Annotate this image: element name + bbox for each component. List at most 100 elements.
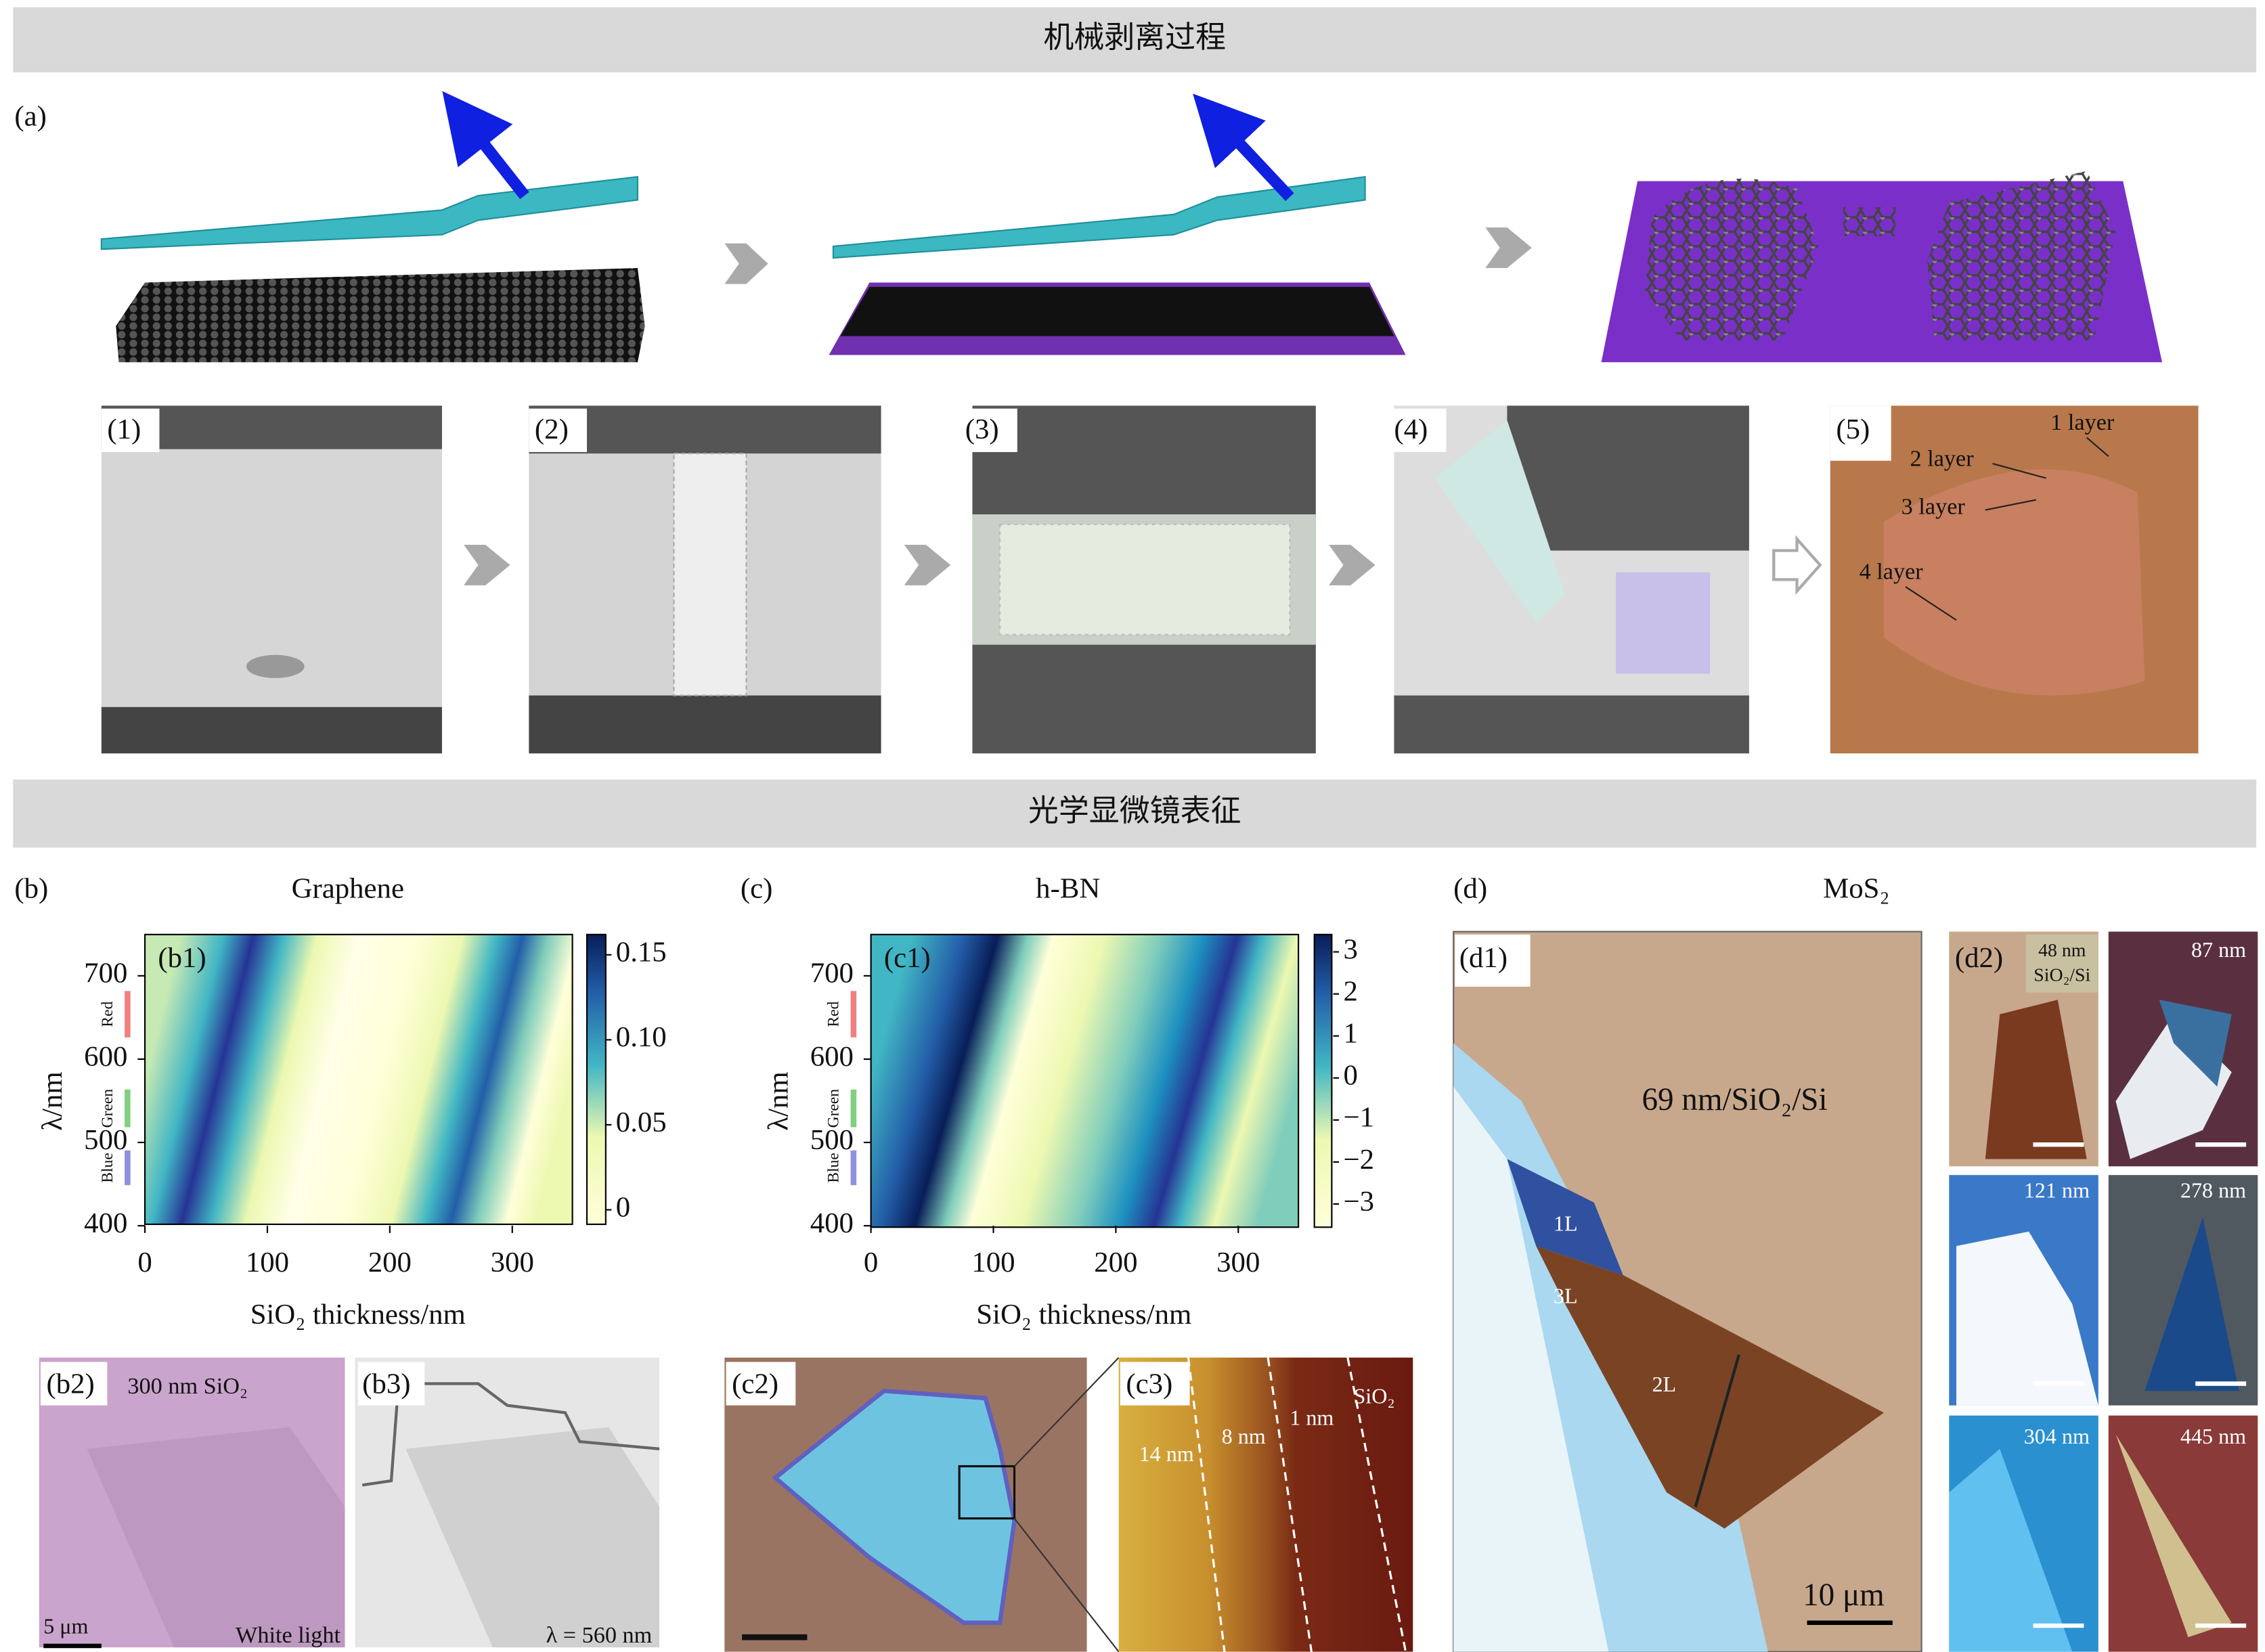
figure-shape [125,991,131,1037]
figure-shape [101,707,442,754]
label: 5 μm [43,1614,88,1638]
label-bg [357,1362,425,1406]
label: (2) [535,414,569,445]
label: 0 [864,1247,878,1278]
label: 3L [1554,1284,1578,1308]
label: SiO₂/Si [2033,964,2090,985]
figure-shape [1956,1231,2098,1406]
label: 光学显微镜表征 [1028,792,1241,828]
tape [832,175,1366,259]
label: 8 nm [1222,1424,1266,1448]
label-bg [726,1362,796,1406]
label: (1) [107,414,141,445]
figure-shape [1187,1357,1407,1652]
label: (4) [1394,414,1428,445]
label: 69 nm/SiO₂/Si [1642,1082,1827,1117]
label: 400 [84,1207,127,1239]
figure-shape [1985,1000,2087,1159]
band-markers [125,991,857,1186]
label: (d) [1453,872,1487,904]
graphite-stack [116,268,645,363]
label: SiO₂ thickness/nm [250,1299,466,1331]
figure-shape [1949,1448,2073,1652]
step-arrow [1485,227,1532,269]
label: SiO₂ [1353,1383,1394,1408]
figure-shape [1267,1357,1313,1652]
hollow-arrow [1772,535,1822,596]
figure-shape [529,405,881,454]
figure-shape [246,654,305,678]
figure-shape [529,695,881,754]
label: 100 [971,1247,1015,1278]
figure-shape [904,544,951,585]
label: 0.15 [616,937,667,968]
image-c3 [1118,1357,1413,1652]
figure-shape [1434,420,1566,623]
peel-arrow [442,91,529,200]
label: (b3) [362,1368,410,1400]
label: 700 [810,958,854,989]
label: 600 [810,1041,854,1073]
label: (5) [1836,414,1870,445]
heatmap [871,934,1299,1228]
label: 200 [368,1247,412,1278]
label: 3 [1343,933,1357,965]
label: 1 nm [1290,1405,1334,1429]
label-bg [1120,1362,1190,1406]
section-bar [13,7,2257,73]
figure-shape [958,1465,1016,1520]
label-bg [1830,408,1889,452]
step-arrows [464,544,1376,585]
label: (c) [741,872,772,904]
label: (b) [14,872,48,904]
label: 300 [491,1247,534,1278]
figure-shape [87,1427,345,1648]
figure-shape [145,934,573,1225]
label: λ/nm [37,1071,68,1130]
figure-shape [1883,469,2145,696]
label: 278 nm [2180,1178,2246,1202]
label: 445 nm [2180,1424,2246,1448]
figure-shape [2115,1434,2232,1638]
label: (d1) [1459,942,1508,974]
label: Green [99,1089,116,1128]
figure-shape [1394,695,1749,754]
label: Graphene [292,872,404,904]
label: 0 [137,1247,152,1278]
figure-shape [673,453,747,696]
label: Blue [824,1153,842,1182]
figure-shape [1507,405,1749,551]
flakes [840,286,1394,336]
label: (c1) [884,942,931,974]
tape [100,175,639,250]
label: 1L [1554,1211,1578,1236]
figure-shape [2086,437,2109,457]
label: −2 [1343,1144,1374,1176]
label-bg [1388,408,1447,452]
figure-shape [1013,1517,1120,1652]
photo [101,405,442,754]
label: 2 layer [1910,446,1975,472]
figure-shape [871,934,1299,1228]
label: −3 [1343,1186,1374,1218]
label: 14 nm [1139,1442,1194,1466]
label: −1 [1343,1102,1374,1134]
figure-shape [999,523,1291,635]
label: SiO₂ thickness/nm [976,1299,1191,1331]
label: (b2) [47,1368,95,1400]
figure-shape [1694,1354,1740,1508]
axes-frame [144,933,573,1226]
label: 300 [1216,1247,1260,1278]
peel-arrow [1193,93,1294,202]
label: Blue [99,1153,116,1182]
label: 700 [84,958,127,989]
label-bg [529,408,588,452]
figure-shape [2033,1142,2247,1628]
label: 400 [810,1207,854,1239]
figure-shape [2145,1217,2239,1391]
figure-shape [405,1427,660,1648]
label: (c3) [1126,1368,1172,1400]
label: (a) [14,100,46,132]
figure-shape [1615,572,1711,674]
